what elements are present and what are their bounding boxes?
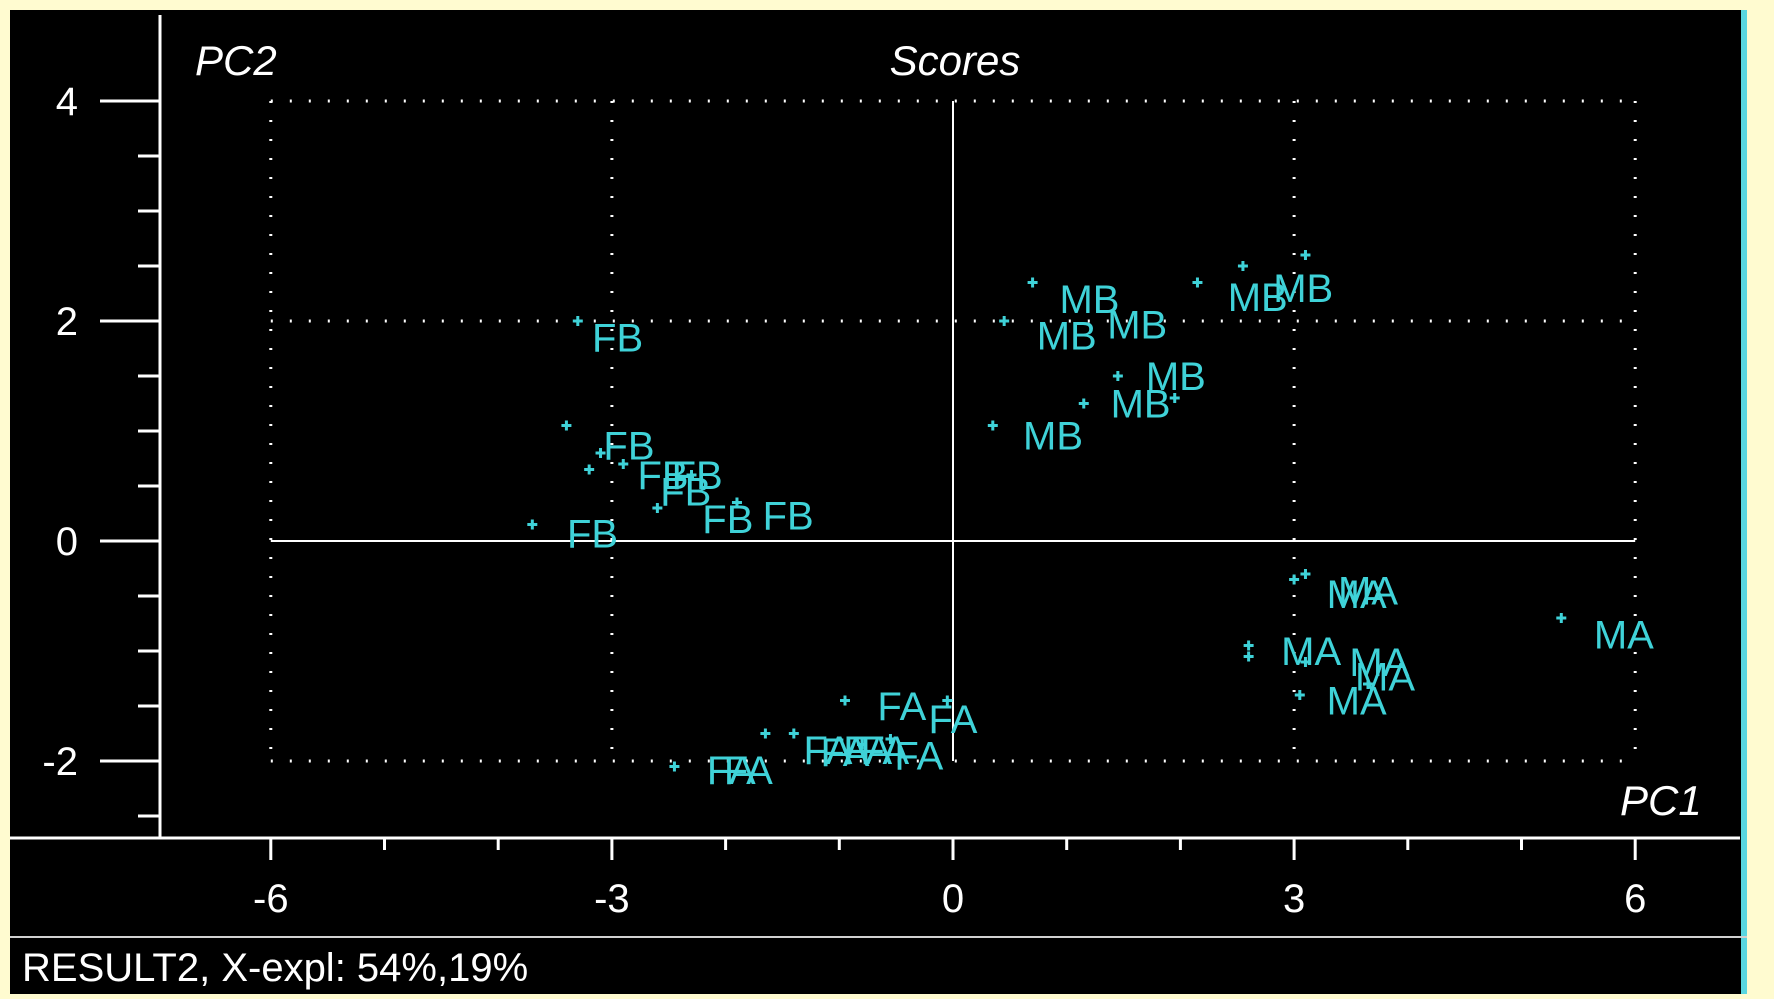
point-label: FA	[707, 749, 756, 793]
data-point	[885, 734, 896, 744]
point-label: FA	[894, 735, 943, 779]
point-label: FA	[877, 685, 926, 729]
data-point	[618, 459, 629, 469]
y-tick-label: -2	[42, 740, 78, 784]
point-label: MA	[1327, 573, 1387, 617]
x-tick-label: -3	[594, 877, 630, 921]
point-label: FA	[860, 729, 909, 773]
point-label: FA	[724, 749, 773, 793]
point-label: MA	[1594, 614, 1654, 658]
data-point	[1078, 398, 1089, 409]
data-point	[942, 695, 953, 706]
point-label: FB	[763, 495, 814, 539]
data-point	[1237, 261, 1248, 271]
data-point	[527, 519, 538, 530]
data-point	[652, 503, 663, 513]
y-tick-label: 0	[56, 520, 78, 564]
data-point	[1294, 690, 1305, 700]
data-point	[1556, 613, 1567, 623]
data-point	[1363, 679, 1374, 689]
data-point	[760, 728, 771, 739]
point-label: MB	[1111, 383, 1171, 427]
point-label: MA	[1355, 655, 1415, 699]
point-label: FB	[567, 512, 618, 556]
chart-window	[10, 10, 1747, 994]
point-label: MB	[1273, 267, 1333, 311]
point-label: MB	[1059, 278, 1119, 322]
data-point	[561, 420, 572, 431]
point-label: MA	[1349, 641, 1409, 685]
point-label: FB	[638, 454, 689, 498]
axes	[10, 15, 1740, 840]
point-label: MB	[1228, 276, 1288, 320]
data-point	[987, 420, 998, 431]
y-axis-label: PC2	[195, 37, 277, 84]
data-point	[686, 470, 697, 480]
point-label: MA	[1281, 630, 1341, 674]
y-tick-label: 4	[56, 80, 78, 124]
data-point	[595, 448, 606, 458]
data-point	[999, 316, 1010, 326]
point-label: FB	[660, 471, 711, 515]
data-point	[1300, 569, 1311, 579]
data-point	[1300, 657, 1311, 667]
point-label: FA	[803, 729, 852, 773]
data-point	[572, 316, 583, 326]
chart-title: Scores	[890, 37, 1021, 84]
data-point	[1243, 651, 1254, 662]
data-point	[584, 464, 595, 475]
data-point	[1289, 574, 1300, 585]
point-label: MB	[1023, 414, 1083, 458]
point-label: FB	[592, 317, 643, 361]
x-tick-label: 3	[1283, 877, 1305, 921]
point-label: FB	[702, 498, 753, 542]
data-point	[1112, 371, 1123, 381]
y-tick-label: 2	[56, 300, 78, 344]
point-label: MA	[1327, 680, 1387, 724]
x-tick-label: 0	[942, 877, 964, 921]
data-point	[1027, 277, 1038, 288]
status-bar: RESULT2, X-expl: 54%,19%	[10, 936, 1747, 994]
x-axis-label: PC1	[1620, 777, 1702, 824]
data-point	[839, 695, 850, 706]
x-tick-label: -6	[253, 877, 289, 921]
data-point	[731, 497, 742, 508]
data-point	[857, 739, 868, 750]
point-label: FA	[821, 731, 870, 775]
data-point	[669, 761, 680, 772]
x-tick-label: 6	[1624, 877, 1646, 921]
points	[527, 250, 1567, 772]
point-label: FB	[672, 454, 723, 498]
ticks: 4 2 0 -2 -6 -3 0 3 6	[42, 80, 1646, 921]
point-label: FA	[843, 729, 892, 773]
point-label: MB	[1107, 303, 1167, 347]
point-label: FB	[603, 424, 654, 468]
data-point	[1300, 250, 1311, 260]
point-label: MB	[1037, 314, 1097, 358]
status-text: RESULT2, X-expl: 54%,19%	[22, 946, 529, 990]
point-label: MB	[1146, 355, 1206, 399]
data-point	[788, 728, 799, 739]
data-point	[1243, 640, 1254, 651]
point-label: MA	[1338, 570, 1398, 614]
point-label: FA	[929, 698, 978, 742]
data-point	[1169, 393, 1180, 403]
data-point	[1192, 277, 1203, 288]
